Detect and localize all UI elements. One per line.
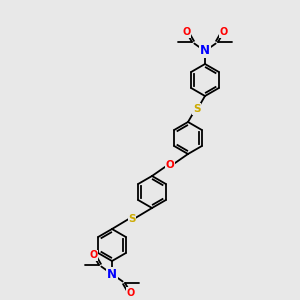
Text: N: N	[107, 268, 117, 281]
Text: S: S	[193, 104, 200, 114]
Text: O: O	[220, 27, 228, 37]
Text: O: O	[127, 288, 135, 298]
Text: S: S	[128, 214, 136, 224]
Text: O: O	[166, 160, 174, 170]
Text: N: N	[200, 44, 210, 58]
Text: O: O	[89, 250, 98, 260]
Text: O: O	[182, 27, 190, 37]
